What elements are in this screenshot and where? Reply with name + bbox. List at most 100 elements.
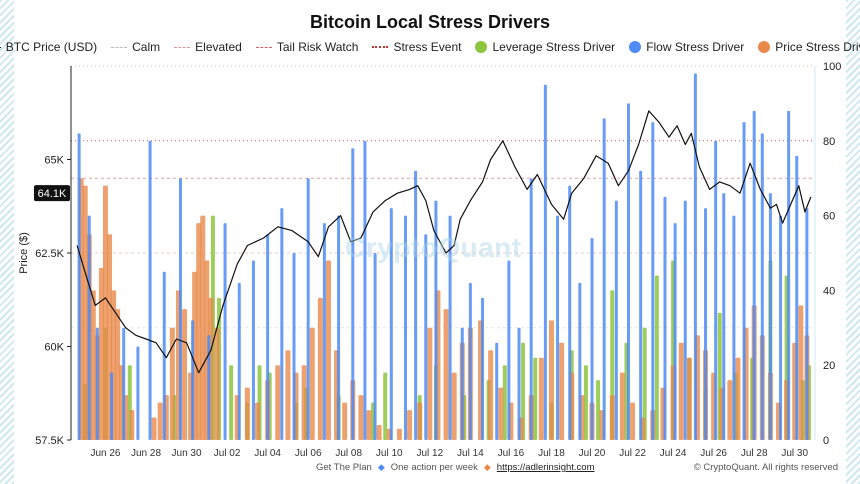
- flow-bar: [191, 320, 195, 440]
- leverage-bar: [642, 327, 647, 440]
- flow-bar: [322, 223, 326, 440]
- legend-swatch-price-stress: [758, 41, 771, 53]
- price-stress-bar: [200, 215, 206, 440]
- price-stress-bar: [396, 428, 402, 440]
- legend-swatch-leverage: [475, 41, 488, 53]
- price-stress-bar: [309, 327, 315, 440]
- price-stress-bar: [285, 350, 291, 440]
- legend-item-price-stress[interactable]: Price Stress Driver: [758, 40, 860, 54]
- legend-label-tail-risk: Tail Risk Watch: [276, 40, 359, 54]
- legend-item-elevated[interactable]: Elevated: [174, 40, 242, 54]
- x-tick-label: Jul 16: [498, 448, 525, 459]
- flow-bar: [768, 193, 772, 440]
- flow-bar: [614, 200, 618, 440]
- flow-bar: [752, 110, 756, 440]
- x-tick-label: Jul 30: [781, 448, 808, 459]
- legend: BTC Price (USD) Calm Elevated Tail Risk …: [0, 40, 860, 54]
- price-stress-bar: [609, 395, 615, 440]
- legend-label-price-stress: Price Stress Driver: [775, 40, 860, 54]
- price-stress-bar: [115, 309, 121, 440]
- y2-tick-label: 60: [823, 211, 835, 223]
- price-stress-bar: [157, 402, 163, 440]
- current-price-tag: [34, 185, 70, 202]
- price-stress-bar: [407, 410, 413, 440]
- flow-bar: [148, 140, 152, 441]
- flow-bar: [742, 122, 746, 440]
- x-tick-label: Jul 20: [579, 448, 606, 459]
- price-stress-bar: [169, 327, 175, 440]
- price-stress-bar: [82, 185, 88, 440]
- legend-item-flow[interactable]: Flow Stress Driver: [629, 40, 744, 54]
- flow-bar: [280, 208, 284, 440]
- x-tick-label: Jul 24: [660, 448, 687, 459]
- flow-bar: [556, 215, 560, 440]
- flow-bar: [424, 234, 428, 440]
- flow-bar: [95, 327, 99, 440]
- flow-bar: [351, 148, 355, 440]
- price-stress-bar: [427, 327, 433, 440]
- y-axis-label: Price ($): [18, 232, 30, 274]
- legend-swatch-tail-risk: [255, 46, 272, 48]
- flow-bar: [251, 260, 255, 440]
- legend-swatch-elevated: [174, 46, 191, 48]
- price-stress-bar: [129, 410, 135, 440]
- flow-bar: [389, 208, 393, 440]
- y-tick-label: 65K: [44, 155, 64, 167]
- y2-tick-label: 20: [823, 360, 835, 372]
- leverage-bar: [229, 365, 234, 440]
- flow-bars: [77, 73, 809, 441]
- legend-item-leverage[interactable]: Leverage Stress Driver: [475, 40, 615, 54]
- x-tick-label: Jul 26: [700, 448, 727, 459]
- x-tick-label: Jul 08: [335, 448, 362, 459]
- legend-item-calm[interactable]: Calm: [111, 40, 160, 54]
- price-stress-bar: [317, 297, 323, 440]
- flow-bar: [517, 327, 521, 440]
- flow-bar: [448, 215, 452, 440]
- diamond-icon: ◆: [377, 462, 385, 472]
- price-stress-bar: [196, 223, 202, 440]
- flow-bar: [481, 297, 485, 440]
- x-tick-label: Jul 12: [416, 448, 443, 459]
- btc-price-line: [76, 110, 812, 374]
- flow-bar: [373, 253, 377, 440]
- flow-bar: [162, 271, 166, 440]
- legend-item-stress-event[interactable]: Stress Event: [372, 40, 461, 54]
- flow-bar: [779, 215, 783, 440]
- price-stress-bar: [358, 395, 364, 440]
- y-tick-label: 62.5K: [35, 248, 64, 260]
- footer-center: Get The Plan ◆ One action per week ◆ htt…: [316, 462, 594, 473]
- flow-bar: [529, 178, 533, 440]
- footer-link[interactable]: https://adlerinsight.com: [496, 462, 595, 473]
- price-stress-bar: [417, 402, 423, 440]
- footer-tagline: One action per week: [390, 462, 478, 473]
- price-stress-bar: [630, 402, 636, 440]
- price-stress-bar: [727, 380, 733, 440]
- x-tick-label: Jul 06: [295, 448, 322, 459]
- flow-bar: [578, 282, 582, 440]
- x-tick-label: Jul 18: [538, 448, 565, 459]
- price-stress-bar: [102, 185, 108, 440]
- legend-item-tail-risk[interactable]: Tail Risk Watch: [255, 40, 359, 54]
- flow-bar: [732, 215, 736, 440]
- leverage-bar: [596, 380, 601, 440]
- chart-title: Bitcoin Local Stress Drivers: [309, 12, 551, 32]
- leverage-bar: [583, 365, 588, 440]
- x-tick-label: Jul 02: [214, 448, 241, 459]
- price-stress-bar: [619, 372, 625, 440]
- legend-swatch-btc-price: [0, 46, 1, 48]
- x-tick-label: Jun 26: [90, 448, 120, 459]
- legend-label-calm: Calm: [132, 40, 161, 54]
- footer-plan-text: Get The Plan: [316, 462, 372, 473]
- price-stress-bar: [678, 342, 684, 440]
- price-stress-bar: [275, 365, 281, 440]
- right-edge-pattern: [846, 0, 860, 484]
- leverage-bar: [521, 342, 526, 440]
- legend-item-btc-price[interactable]: BTC Price (USD): [0, 40, 97, 54]
- flow-bar: [602, 118, 606, 441]
- flow-bar: [136, 346, 140, 440]
- flow-bar: [663, 196, 667, 440]
- y2-tick-label: 40: [823, 285, 835, 297]
- flow-bar: [543, 84, 547, 440]
- flow-bar: [460, 327, 464, 440]
